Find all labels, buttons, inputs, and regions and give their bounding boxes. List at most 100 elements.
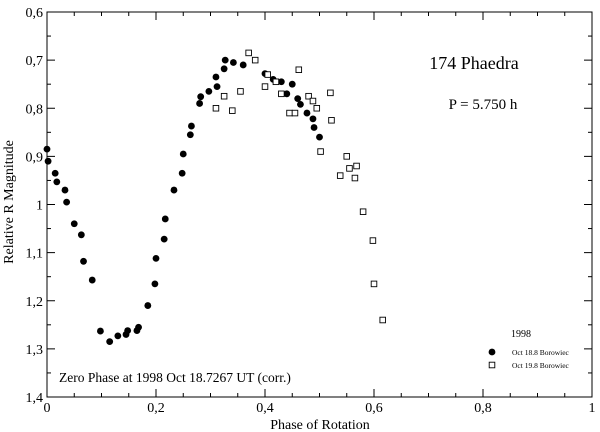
data-point-filled [310, 124, 318, 131]
data-point-open [369, 237, 377, 244]
data-point-filled [97, 327, 104, 335]
zero-phase-annotation: Zero Phase at 1998 Oct 18.7267 UT (corr.… [59, 370, 291, 385]
data-point-filled [205, 88, 213, 95]
data-point-filled [221, 56, 229, 64]
data-point-filled [44, 157, 52, 165]
data-point-filled [170, 186, 178, 194]
data-point-open [286, 109, 293, 117]
data-point-filled [144, 302, 152, 309]
data-point-filled [53, 178, 61, 186]
data-point-open [343, 153, 351, 160]
data-point-filled [179, 150, 187, 158]
data-point-filled [220, 65, 228, 73]
y-tick-label: 1,2 [26, 295, 44, 310]
data-point-filled [188, 122, 195, 130]
x-tick-label: 0,2 [147, 401, 165, 416]
data-point-open [264, 71, 271, 78]
data-point-filled [178, 169, 186, 177]
y-tick-label: 1 [36, 199, 43, 214]
data-point-filled [124, 327, 132, 334]
data-point-filled [80, 257, 87, 265]
data-point-filled [114, 332, 122, 340]
y-tick-label: 0,7 [26, 54, 44, 69]
data-point-filled [160, 235, 168, 243]
data-point-filled [161, 215, 169, 223]
data-point-filled [213, 83, 221, 90]
data-point-open [245, 49, 252, 57]
legend-marker-filled [488, 348, 496, 356]
data-point-filled [197, 93, 205, 101]
period-label: P = 5.750 h [449, 97, 518, 113]
y-tick-label: 1,3 [26, 343, 44, 358]
data-point-filled [239, 61, 247, 69]
data-point-open [291, 109, 299, 117]
y-tick-label: 0,6 [26, 6, 44, 21]
data-markers [43, 49, 386, 346]
data-point-filled [135, 323, 142, 331]
data-point-open [317, 148, 324, 155]
data-point-filled [229, 59, 237, 66]
legend-label: Oct 19.8 Borowiec [512, 361, 570, 370]
data-point-filled [151, 280, 159, 288]
y-tick-label: 0,8 [26, 102, 44, 117]
x-tick-label: 0 [44, 401, 51, 416]
legend-title: 1998 [511, 329, 531, 340]
data-point-open [327, 89, 334, 97]
data-point-open [313, 104, 321, 112]
data-point-filled [294, 95, 302, 103]
data-point-filled [70, 220, 78, 228]
y-tick-label: 1,4 [26, 391, 44, 406]
y-tick-label: 1,1 [26, 247, 44, 262]
data-point-filled [212, 73, 220, 81]
data-point-filled [283, 90, 291, 98]
data-point-open [351, 174, 359, 182]
x-axis-title: Phase of Rotation [270, 418, 370, 432]
data-point-open [359, 208, 367, 215]
data-point-open [261, 83, 269, 90]
data-point-open [212, 104, 220, 112]
data-point-open [220, 92, 228, 100]
axis-ticks [46, 11, 593, 398]
x-tick-label: 0,8 [474, 401, 492, 416]
data-point-filled [309, 115, 317, 123]
data-point-filled [61, 186, 69, 194]
data-point-filled [277, 78, 285, 86]
data-point-open [305, 92, 312, 100]
data-point-filled [43, 145, 51, 153]
data-point-open [237, 88, 244, 95]
data-point-open [353, 162, 360, 170]
data-point-open [309, 97, 317, 105]
data-point-filled [316, 133, 323, 141]
data-point-filled [303, 109, 311, 117]
y-tick-label: 0,9 [26, 150, 44, 165]
x-tick-label: 0,4 [256, 401, 274, 416]
data-point-filled [297, 101, 304, 108]
data-point-open [370, 280, 378, 288]
data-point-filled [288, 80, 296, 88]
data-point-open [328, 117, 335, 124]
data-point-open [278, 90, 285, 98]
data-point-open [251, 56, 259, 64]
x-tick-label: 0,6 [365, 401, 383, 416]
y-axis-title: Relative R Magnitude [2, 140, 17, 264]
x-tick-label: 1 [589, 401, 596, 416]
data-point-filled [152, 255, 160, 262]
data-point-open [295, 66, 303, 73]
legend: Oct 18.8 Borowiec Oct 19.8 Borowiec [488, 348, 570, 370]
chart-title: 174 Phaedra [429, 53, 518, 73]
data-point-open [379, 316, 386, 324]
data-point-filled [186, 131, 194, 139]
data-point-open [346, 165, 353, 172]
axis-tick-labels: 0 0,2 0,4 0,6 0,8 1 0,6 0,7 0,8 0,9 1 1,1 1,2 1,3 1,4 [26, 6, 596, 416]
data-point-open [336, 172, 344, 179]
data-point-open [229, 107, 236, 114]
data-point-open [272, 78, 280, 86]
data-point-filled [106, 338, 114, 346]
legend-label: Oct 18.8 Borowiec [512, 348, 570, 357]
data-point-filled [77, 231, 85, 239]
data-point-filled [51, 169, 59, 177]
data-point-filled [196, 100, 204, 107]
data-point-filled [88, 276, 96, 284]
legend-marker-open [488, 361, 496, 369]
